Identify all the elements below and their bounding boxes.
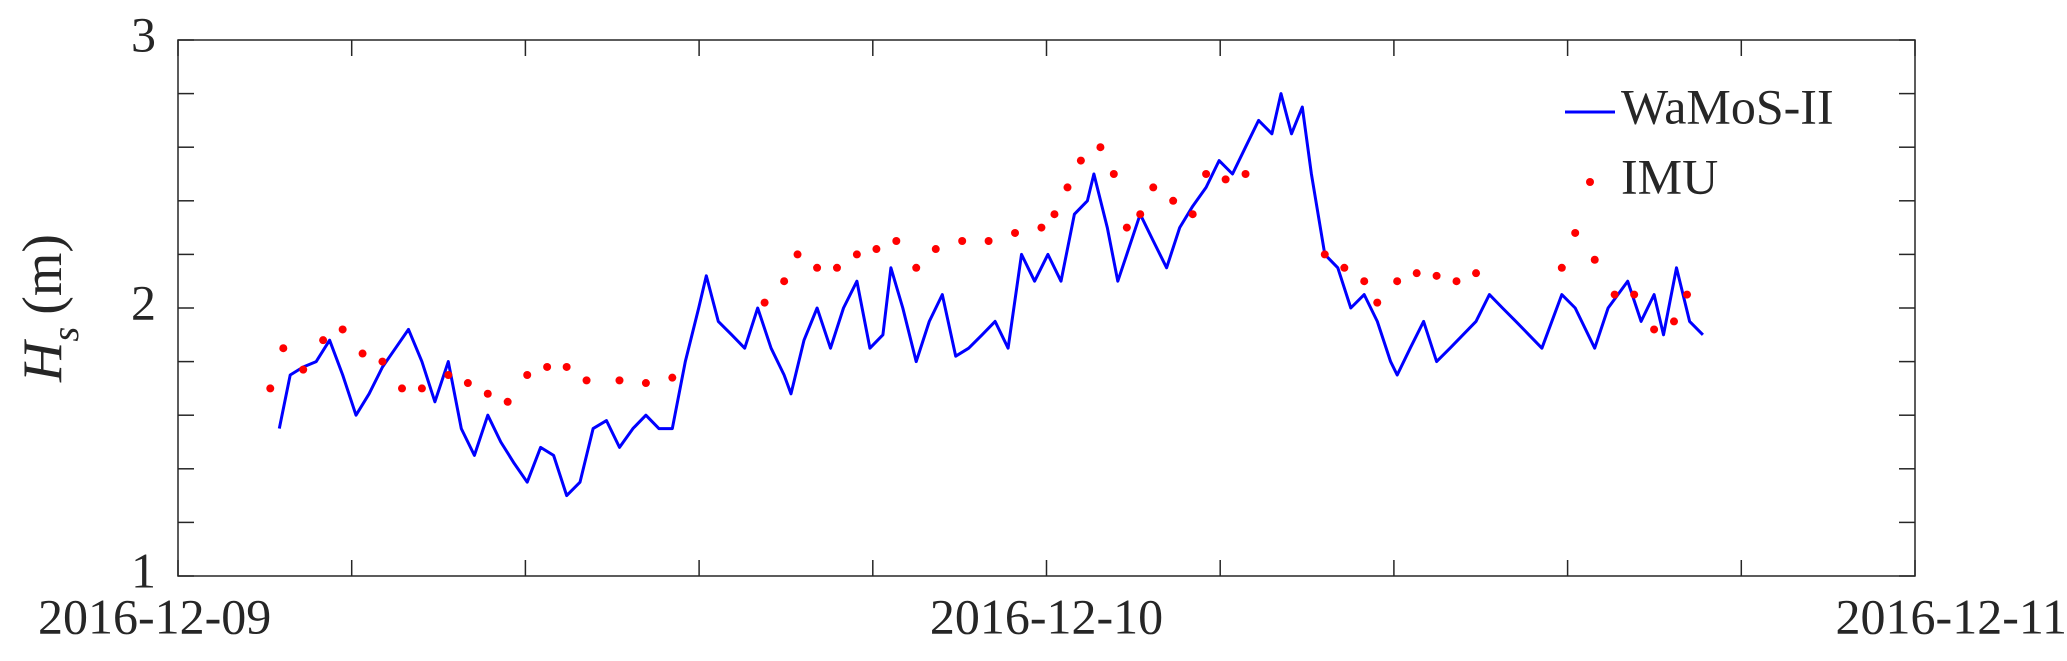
point [1610, 290, 1619, 299]
point [1076, 156, 1085, 165]
point [641, 379, 650, 388]
legend-label: WaMoS-II [1621, 78, 1834, 134]
point [813, 263, 822, 272]
point [266, 384, 275, 393]
x-tick-label: 2016-12-10 [930, 588, 1163, 644]
point [1241, 170, 1250, 178]
x-tick-label: 2016-12-09 [38, 588, 271, 644]
point [832, 263, 841, 272]
point [1571, 228, 1580, 237]
point [1202, 170, 1211, 178]
point [1557, 263, 1566, 272]
point [1037, 223, 1046, 232]
y-label-subscript: s [45, 327, 87, 342]
point [503, 397, 512, 406]
point [398, 384, 407, 393]
x-tick-label: 2016-12-11 [1836, 588, 2067, 644]
y-tick-label: 2 [131, 274, 156, 330]
point [299, 365, 308, 374]
point [378, 357, 387, 366]
point [1630, 290, 1639, 299]
y-label-unit: (m) [12, 234, 74, 315]
point [1393, 277, 1402, 286]
point [1452, 277, 1461, 286]
point [358, 349, 367, 358]
point [562, 362, 571, 371]
point [1050, 210, 1059, 219]
point [852, 250, 861, 259]
legend-label: IMU [1621, 148, 1718, 204]
point [1169, 196, 1178, 205]
y-tick-label: 1 [131, 542, 156, 598]
point [931, 245, 940, 254]
point [780, 277, 789, 286]
point [417, 384, 426, 393]
point [1683, 290, 1692, 299]
point [892, 237, 901, 245]
point [1412, 269, 1421, 278]
y-label-symbol: H [12, 339, 74, 383]
point [1136, 210, 1145, 219]
point [338, 325, 347, 334]
point [463, 379, 472, 388]
point [1063, 183, 1072, 192]
point [1096, 143, 1105, 152]
point [543, 362, 552, 371]
y-tick-label: 3 [131, 6, 156, 62]
legend-swatch [1586, 178, 1594, 186]
point [1360, 277, 1369, 286]
point [760, 298, 769, 307]
y-axis-label: Hs (m) [12, 234, 87, 383]
point [1320, 250, 1329, 259]
point [1472, 269, 1481, 278]
point [1650, 325, 1659, 334]
point [1149, 183, 1158, 192]
point [872, 245, 881, 254]
point [1432, 271, 1441, 280]
point [582, 376, 591, 385]
point [1340, 263, 1349, 272]
point [668, 373, 677, 382]
point [444, 371, 453, 379]
point [1188, 210, 1197, 219]
line-series [277, 92, 1704, 498]
point [984, 237, 993, 245]
point [1373, 298, 1382, 307]
point [615, 376, 624, 385]
point [958, 237, 967, 245]
point [1109, 170, 1118, 178]
point [1122, 223, 1131, 232]
point [1669, 317, 1678, 326]
point [279, 344, 288, 353]
point [1590, 255, 1599, 264]
point [523, 371, 532, 379]
point [912, 263, 921, 272]
point [1011, 228, 1020, 237]
point [793, 250, 802, 259]
point [483, 389, 492, 398]
point [319, 336, 328, 345]
point [1221, 175, 1230, 184]
